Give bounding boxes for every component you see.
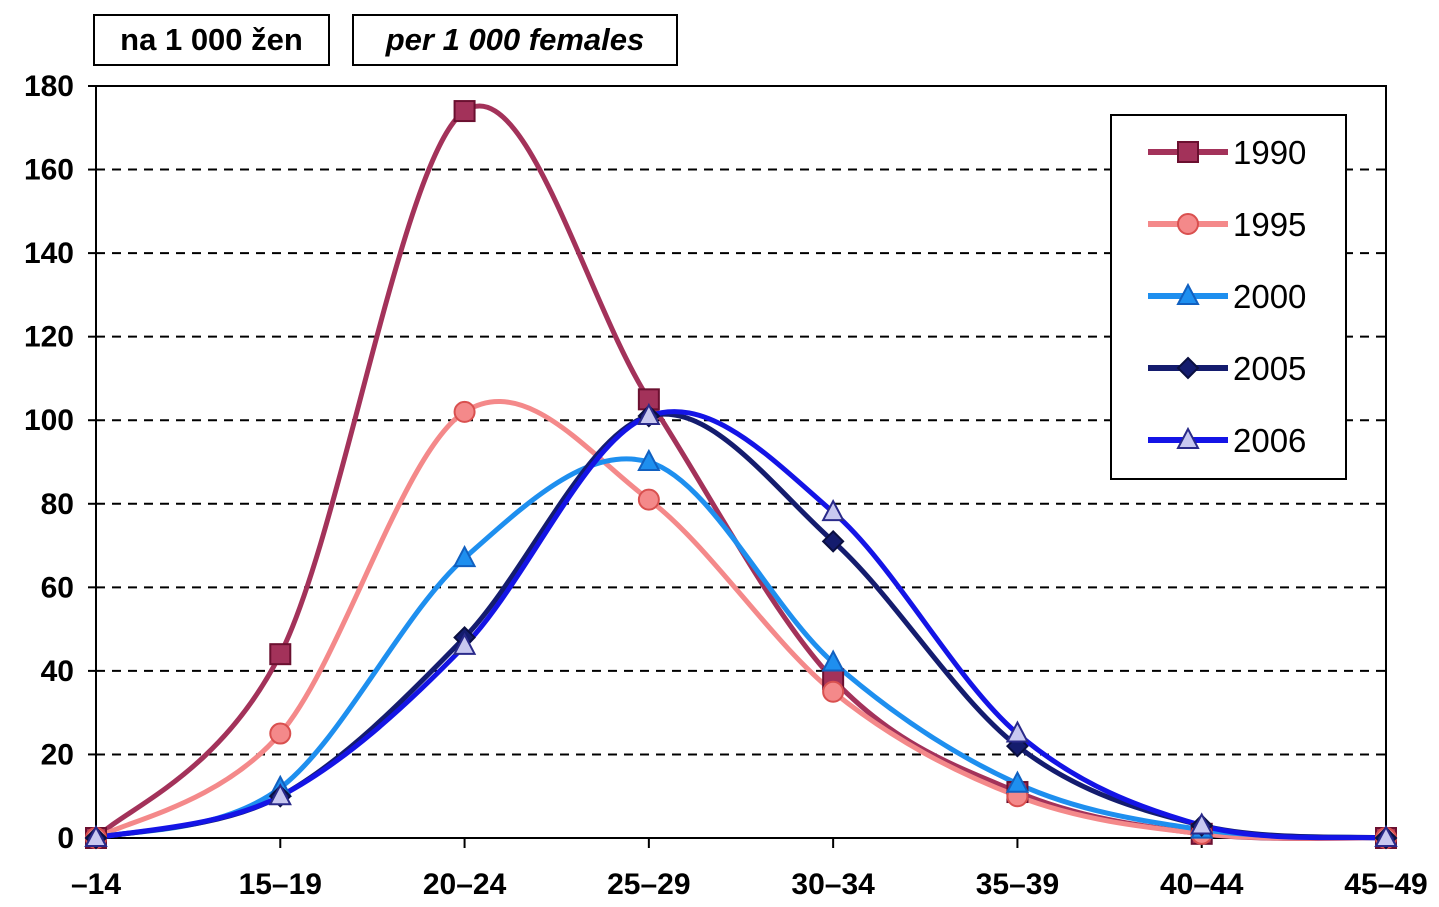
x-tick-label: 25–29: [607, 868, 690, 901]
legend: 1990 1995 2000 2005 2006: [1110, 114, 1347, 480]
data-point-1990-1: [269, 643, 292, 666]
legend-label-1990: 1990: [1233, 134, 1306, 171]
x-tick-label: 20–24: [423, 868, 507, 901]
legend-label-2000: 2000: [1233, 278, 1306, 315]
y-tick-label: 140: [24, 237, 74, 270]
x-tick-label: –14: [71, 868, 121, 901]
y-axis: 0 20 40 60 80 100 120 140 160 180: [24, 70, 96, 855]
x-tick-label: 35–39: [976, 868, 1059, 901]
y-tick-label: 80: [41, 488, 74, 521]
data-point-2006-6: [1190, 812, 1214, 835]
unit-label-english: per 1 000 females: [352, 14, 678, 66]
unit-label-czech: na 1 000 žen: [93, 14, 330, 66]
data-point-1990-2: [453, 100, 476, 123]
data-point-2006-2: [452, 632, 477, 655]
data-point-2006-3: [637, 402, 661, 426]
data-point-2000-2: [452, 544, 477, 568]
legend-marker-2000: [1176, 282, 1200, 305]
legend-marker-2006: [1176, 426, 1200, 449]
data-point-2000-3: [637, 448, 661, 471]
series-line-1995: [93, 398, 1389, 841]
legend-marker-1995: [1177, 213, 1199, 235]
y-tick-label: 60: [41, 571, 74, 604]
legend-label-2006: 2006: [1233, 422, 1306, 459]
x-tick-label: 15–19: [239, 868, 322, 901]
data-point-2000-4: [821, 649, 845, 672]
y-tick-label: 120: [24, 321, 74, 354]
x-axis: –14 15–19 20–24 25–29 30–34 35–39 40–44 45–49: [71, 838, 1428, 901]
series-markers: [84, 100, 1398, 850]
legend-marker-1990: [1177, 141, 1199, 163]
series-line-2000: [93, 456, 1389, 841]
legend-box: [1110, 114, 1347, 480]
data-point-2006-4: [821, 498, 845, 522]
data-point-2006-5: [1005, 720, 1030, 743]
plot-area-frame: [95, 85, 1387, 839]
legend-label-1995: 1995: [1233, 206, 1306, 243]
series-line-2006: [93, 409, 1389, 841]
legend-label-2005: 2005: [1233, 350, 1306, 387]
data-point-1995-4: [822, 680, 845, 703]
data-point-1995-3: [637, 488, 660, 511]
data-point-2005-4: [821, 529, 845, 553]
y-tick-label: 0: [57, 822, 74, 855]
legend-marker-2005: [1176, 356, 1200, 380]
x-tick-label: 40–44: [1160, 868, 1244, 901]
data-point-2006-1: [268, 783, 292, 806]
data-point-1995-1: [269, 722, 292, 745]
x-tick-label: 30–34: [791, 868, 875, 901]
data-point-2000-5: [1005, 770, 1030, 793]
data-point-2006-7: [1374, 824, 1398, 847]
data-point-1995-2: [453, 400, 476, 423]
y-tick-label: 180: [24, 70, 74, 103]
y-tick-label: 160: [24, 154, 74, 187]
y-tick-label: 20: [41, 738, 74, 771]
y-tick-label: 40: [41, 655, 74, 688]
series-lines: [93, 103, 1389, 842]
x-tick-label: 45–49: [1344, 868, 1427, 901]
data-point-2006-0: [84, 824, 108, 847]
y-tick-label: 100: [24, 404, 74, 437]
